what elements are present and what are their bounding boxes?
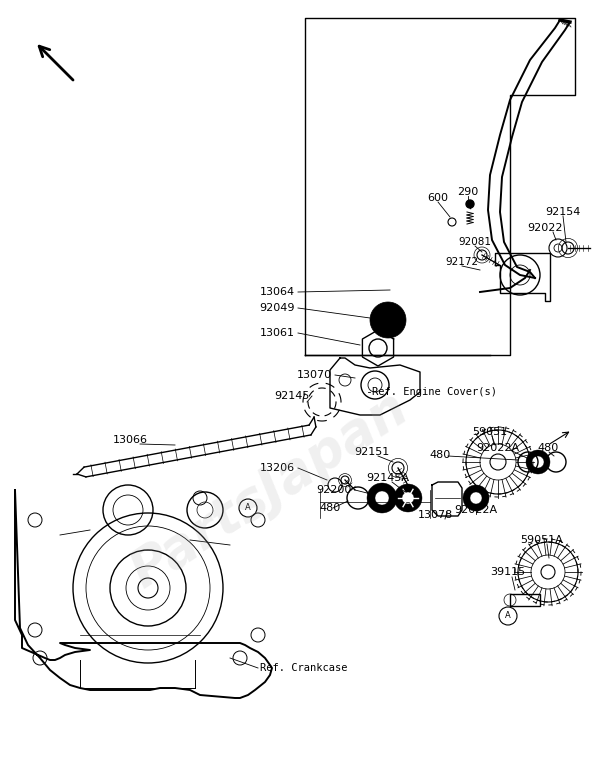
PathPatch shape bbox=[367, 483, 397, 513]
Text: 92022: 92022 bbox=[527, 223, 563, 233]
Text: 92081: 92081 bbox=[458, 237, 491, 247]
Text: 13061: 13061 bbox=[260, 328, 295, 338]
Text: 92022A: 92022A bbox=[454, 505, 497, 515]
Text: 92154: 92154 bbox=[545, 207, 581, 217]
PathPatch shape bbox=[463, 485, 489, 511]
Text: A: A bbox=[505, 611, 511, 621]
Text: 290: 290 bbox=[457, 187, 479, 197]
PathPatch shape bbox=[394, 484, 422, 512]
Text: 600: 600 bbox=[427, 193, 449, 203]
Text: 92200: 92200 bbox=[317, 485, 352, 495]
Text: 92172: 92172 bbox=[445, 257, 479, 267]
Text: A: A bbox=[245, 504, 251, 512]
Text: Ref. Engine Cover(s): Ref. Engine Cover(s) bbox=[372, 387, 497, 397]
Text: 59051A: 59051A bbox=[521, 535, 563, 545]
PathPatch shape bbox=[370, 302, 406, 338]
Text: 480: 480 bbox=[319, 503, 341, 513]
Text: 480: 480 bbox=[538, 443, 559, 453]
Text: PartsJapan: PartsJapan bbox=[122, 381, 418, 599]
Text: 13078: 13078 bbox=[418, 510, 452, 520]
Text: 92145: 92145 bbox=[275, 391, 310, 401]
Text: 13206: 13206 bbox=[260, 463, 295, 473]
Text: 92145A: 92145A bbox=[367, 473, 409, 483]
Text: 13064: 13064 bbox=[260, 287, 295, 297]
Text: Ref. Crankcase: Ref. Crankcase bbox=[260, 663, 347, 673]
Text: 13070: 13070 bbox=[297, 370, 332, 380]
Text: 92151: 92151 bbox=[355, 447, 389, 457]
PathPatch shape bbox=[526, 450, 550, 474]
Text: 39115: 39115 bbox=[490, 567, 526, 577]
Circle shape bbox=[466, 200, 474, 208]
Text: 480: 480 bbox=[430, 450, 451, 460]
Text: 59051: 59051 bbox=[472, 427, 508, 437]
Bar bbox=[510, 594, 540, 606]
Text: 92022A: 92022A bbox=[476, 443, 520, 453]
Text: 13066: 13066 bbox=[113, 435, 148, 445]
Text: 92049: 92049 bbox=[260, 303, 295, 313]
